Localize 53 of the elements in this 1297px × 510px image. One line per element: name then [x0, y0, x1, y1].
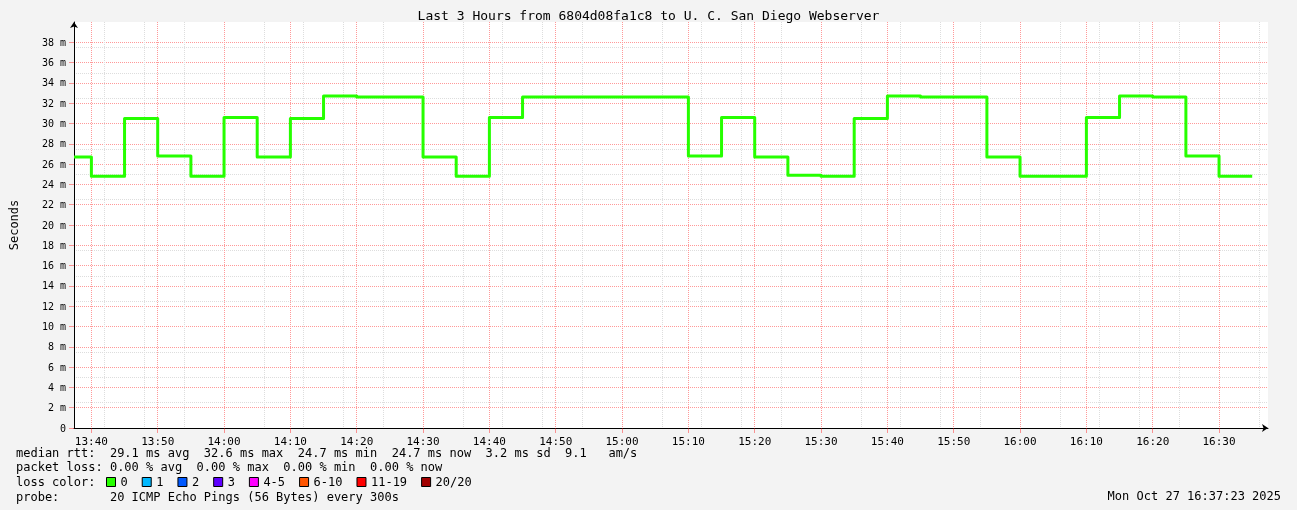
x-tick-label: 16:20: [1136, 435, 1170, 448]
x-tick-label: 14:00: [207, 435, 241, 448]
x-tick-label: 14:50: [539, 435, 573, 448]
y-tick-label: 26 m: [41, 158, 66, 170]
x-tick-label: 16:30: [1202, 435, 1236, 448]
legend-label: 3: [227, 475, 235, 489]
x-tick-label: 14:30: [406, 435, 440, 448]
text: packet loss: 0.00 % avg 0.00 % max 0.00 % min 0.00 % now: [16, 460, 444, 474]
y-tick-label: 12 m: [41, 300, 66, 312]
x-tick-label: 15:40: [870, 435, 904, 448]
x-tick-label: 13:40: [74, 435, 108, 448]
x-tick-label: 16:00: [1003, 435, 1037, 448]
y-tick-label: 4 m: [47, 381, 66, 393]
y-tick-label: 36 m: [41, 57, 66, 69]
y-tick-label: 6 m: [47, 361, 66, 373]
legend-label: 2: [191, 475, 200, 489]
chart-title: Last 3 Hours from 6804d08fa1c8 to U. C. San Diego Webserver: [417, 8, 880, 23]
y-tick-label: 22 m: [41, 199, 66, 211]
x-tick-label: 14:10: [273, 435, 307, 448]
y-tick-label: 34 m: [41, 77, 66, 89]
y-tick-label: 8 m: [47, 341, 66, 353]
text: probe: 20 ICMP Echo Pings (56 Bytes) every 300s: [16, 490, 399, 504]
legend-label: 4-5: [263, 475, 286, 489]
x-tick-label: 14:20: [340, 435, 374, 448]
x-tick-label: 15:30: [804, 435, 838, 448]
text: median rtt: 29.1 ms avg 32.6 ms max 24.7 ms min 24.7 ms now 3.2 ms sd 9.1 am/s: [16, 446, 638, 460]
x-tick-label: 15:20: [738, 435, 772, 448]
text: Mon Oct 27 16:37:23 2025: [1107, 489, 1281, 503]
y-tick-label: 30 m: [41, 118, 66, 129]
legend-label: 6-10: [313, 475, 343, 489]
y-tick-label: 24 m: [41, 178, 66, 190]
legend-label: 0: [120, 475, 128, 489]
x-tick-label: 15:00: [605, 435, 639, 448]
x-tick-label: 16:10: [1069, 435, 1103, 448]
y-axis-title: Seconds: [7, 199, 21, 251]
y-tick-label: 18 m: [41, 239, 66, 251]
y-tick-label: 0: [59, 422, 66, 434]
y-tick-label: 32 m: [41, 97, 66, 109]
y-tick-label: 10 m: [41, 321, 66, 332]
x-tick-label: 15:10: [671, 435, 705, 448]
legend-label: 20/20: [435, 475, 472, 489]
y-tick-label: 28 m: [41, 138, 66, 150]
y-tick-label: 38 m: [41, 36, 66, 48]
legend-title: loss color:: [16, 475, 96, 489]
legend-label: 1: [156, 475, 164, 489]
x-tick-label: 13:50: [141, 435, 175, 448]
y-tick-label: 16 m: [41, 260, 66, 272]
y-tick-label: 14 m: [41, 280, 66, 292]
y-tick-label: 2 m: [47, 402, 66, 414]
x-tick-label: 15:50: [937, 435, 971, 448]
x-tick-label: 14:40: [472, 435, 506, 448]
y-tick-label: 20 m: [41, 219, 66, 231]
legend-label: 11-19: [370, 475, 408, 489]
